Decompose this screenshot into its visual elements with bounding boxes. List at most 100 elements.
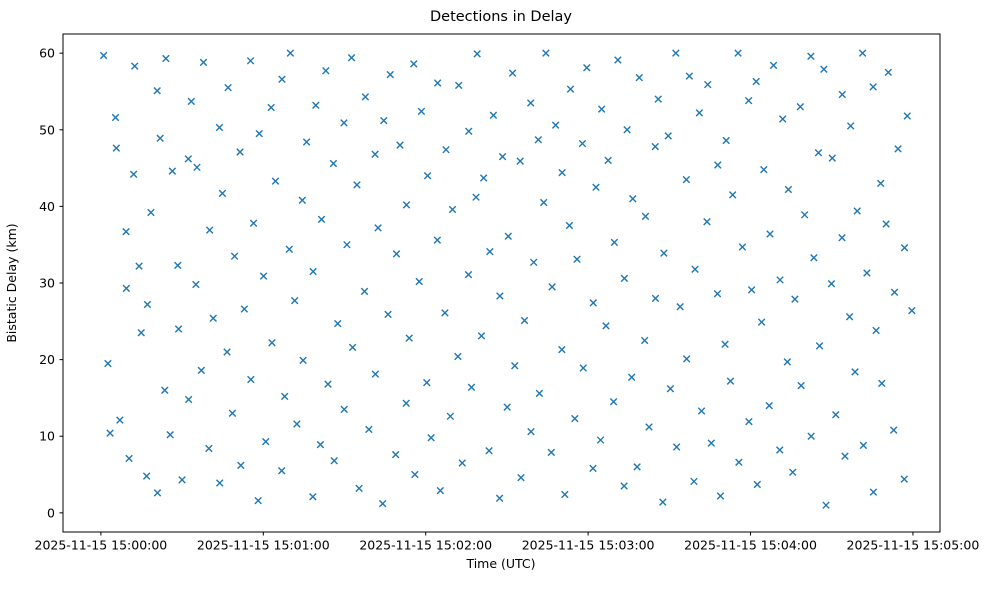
scatter-point <box>348 343 357 352</box>
scatter-point <box>695 109 704 117</box>
x-tick-label: 2025-11-15 15:01:00 <box>197 538 330 553</box>
scatter-point <box>579 364 587 372</box>
scatter-point <box>704 80 712 89</box>
scatter-point <box>672 49 680 57</box>
scatter-point <box>517 473 525 482</box>
x-tick-label: 2025-11-15 15:05:00 <box>847 538 980 553</box>
scatter-point <box>391 450 400 459</box>
scatter-point <box>566 85 575 93</box>
scatter-point <box>184 395 193 404</box>
scatter-point <box>760 165 768 174</box>
scatter-point <box>467 383 476 391</box>
scatter-point <box>882 220 890 228</box>
scatter-point <box>596 436 605 444</box>
scatter-point <box>583 63 591 72</box>
scatter-point <box>277 466 286 475</box>
scatter-point <box>371 370 380 378</box>
scatter-point <box>620 482 628 490</box>
scatter-point <box>558 168 566 177</box>
scatter-point <box>168 167 177 175</box>
scatter-point <box>230 252 239 260</box>
scatter-point <box>433 79 442 87</box>
scatter-point <box>778 115 787 123</box>
scatter-point <box>682 355 691 363</box>
scatter-point <box>697 407 706 415</box>
scatter-point <box>104 359 112 368</box>
scatter-point <box>832 411 840 419</box>
scatter-point <box>659 498 667 506</box>
scatter-point <box>664 132 672 140</box>
scatter-point <box>384 310 392 319</box>
scatter-point <box>853 207 861 215</box>
scatter-point <box>111 113 120 122</box>
x-axis-label: Time (UTC) <box>465 556 535 571</box>
scatter-point <box>589 299 598 307</box>
scatter-point <box>722 136 730 145</box>
scatter-point <box>143 300 152 309</box>
scatter-point <box>872 326 880 335</box>
scatter-point <box>278 75 286 83</box>
scatter-point <box>477 332 486 340</box>
scatter-point <box>224 83 232 92</box>
scatter-point <box>298 196 307 204</box>
scatter-point <box>814 149 823 157</box>
scatter-point <box>516 157 524 165</box>
scatter-point <box>766 230 774 238</box>
scatter-point <box>174 261 182 270</box>
scatter-point <box>495 494 504 503</box>
scatter-point <box>765 401 773 410</box>
scatter-point <box>551 121 560 129</box>
scatter-point <box>427 434 435 442</box>
scatter-point <box>539 198 548 207</box>
y-tick-label: 60 <box>39 46 55 61</box>
scatter-point <box>851 368 859 376</box>
scatter-point <box>415 277 423 286</box>
scatter-point <box>454 81 463 90</box>
scatter-point <box>343 240 351 249</box>
scatter-point <box>629 194 637 203</box>
scatter-point <box>237 461 245 470</box>
scatter-point <box>863 269 871 277</box>
y-axis-label: Bistatic Delay (km) <box>4 223 19 342</box>
scatter-point <box>900 244 909 252</box>
scatter-point <box>309 493 317 501</box>
scatter-point <box>156 134 164 142</box>
scatter-point <box>485 447 493 455</box>
scatter-point <box>645 423 653 431</box>
scatter-point <box>317 215 326 224</box>
scatter-point <box>542 49 550 57</box>
scatter-point <box>641 212 650 221</box>
scatter-point <box>660 249 668 257</box>
scatter-point <box>707 439 716 447</box>
scatter-point <box>520 316 529 325</box>
scatter-point <box>130 62 139 70</box>
scatter-point <box>889 426 898 434</box>
scatter-point <box>561 490 569 499</box>
scatter-point <box>690 477 698 486</box>
scatter-point <box>330 457 338 465</box>
scatter-point <box>209 314 217 322</box>
scatter-point <box>578 139 587 148</box>
scatter-point <box>890 288 899 296</box>
scatter-point <box>908 306 916 315</box>
scatter-point <box>360 287 369 296</box>
scatter-point <box>573 255 581 263</box>
scatter-point <box>757 318 766 326</box>
scatter-point <box>199 58 208 67</box>
scatter-point <box>99 51 108 60</box>
scatter-point <box>527 427 535 436</box>
scatter-point <box>900 475 909 483</box>
scatter-point <box>280 392 289 401</box>
scatter-point <box>721 340 729 349</box>
scatter-point <box>822 501 830 509</box>
scatter-point <box>878 379 886 388</box>
scatter-point <box>633 463 641 471</box>
scatter-point <box>302 138 311 146</box>
scatter-point <box>254 496 262 505</box>
y-tick-label: 40 <box>39 199 55 214</box>
scatter-point <box>442 145 450 154</box>
scatter-point <box>454 352 462 361</box>
scatter-point <box>496 292 504 300</box>
scatter-point <box>436 486 445 495</box>
scatter-point <box>796 103 805 111</box>
